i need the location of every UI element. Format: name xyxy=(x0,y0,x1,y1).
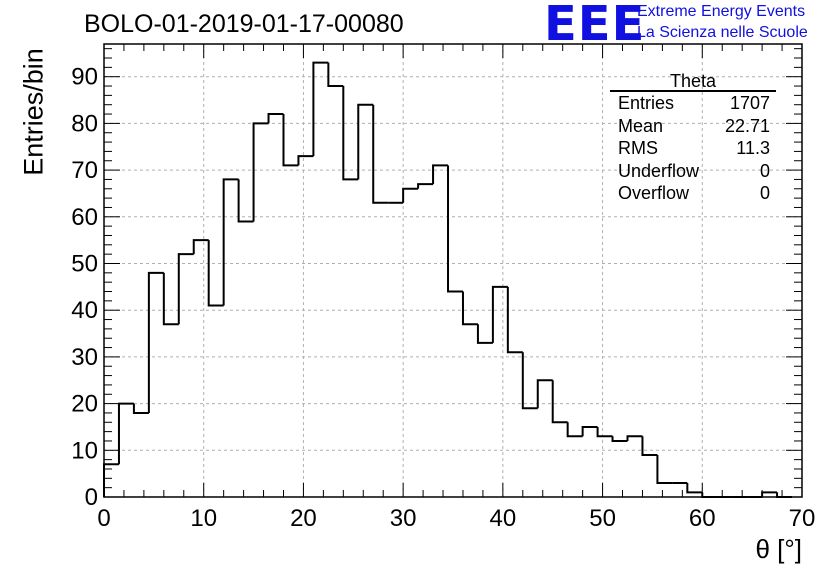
chart-title: BOLO-01-2019-01-17-00080 xyxy=(84,10,404,38)
histogram-bin xyxy=(162,272,179,326)
histogram-bin xyxy=(656,454,673,484)
histogram-bin xyxy=(402,187,419,203)
x-tick-label: 40 xyxy=(490,505,517,532)
histogram-bin xyxy=(701,492,718,498)
stats-value: 22.71 xyxy=(724,115,770,136)
histogram-bin xyxy=(641,436,658,456)
histogram-bins xyxy=(103,61,793,498)
histogram-bin xyxy=(417,183,434,189)
histogram-bin xyxy=(761,491,778,497)
stats-label: Overflow xyxy=(618,183,690,203)
stats-value: 0 xyxy=(759,160,770,181)
stats-row-rms: RMS 11.3 xyxy=(610,137,776,160)
histogram-bin xyxy=(132,403,149,414)
histogram-bin xyxy=(432,164,449,185)
plot-frame xyxy=(103,43,803,498)
stats-row-overflow: Overflow 0 xyxy=(610,182,776,205)
histogram-bin xyxy=(776,492,793,498)
y-axis-label: Entries/bin xyxy=(18,48,49,176)
histogram-bin xyxy=(222,178,239,306)
histogram-bin xyxy=(252,122,269,222)
x-tick-label: 30 xyxy=(390,505,417,532)
histogram-bin xyxy=(581,425,598,437)
x-tick-label: 0 xyxy=(97,505,110,532)
histogram-bin xyxy=(372,104,389,204)
stats-label: RMS xyxy=(618,138,658,158)
y-tick-label: 90 xyxy=(71,64,98,91)
histogram-bin xyxy=(207,240,224,307)
logo-subtitle-2: La Scienza nelle Scuole xyxy=(637,24,808,41)
histogram-bin xyxy=(357,103,374,180)
histogram-bin xyxy=(147,271,164,413)
axis-ticks xyxy=(103,44,803,498)
grid xyxy=(104,44,802,497)
plot-frame-rect xyxy=(103,43,803,498)
histogram-bin xyxy=(596,426,613,438)
histogram-bin xyxy=(521,352,538,410)
histogram-bin xyxy=(551,380,568,424)
y-tick-label: 80 xyxy=(71,110,98,137)
histogram-bin xyxy=(117,402,134,465)
stats-box: Theta Entries 1707 Mean 22.71 RMS 11.3 U… xyxy=(610,72,776,205)
histogram-bin xyxy=(506,286,523,354)
histogram-bin xyxy=(447,165,463,293)
histogram-bin xyxy=(342,86,359,181)
histogram-bin xyxy=(566,422,583,438)
stats-row-entries: Entries 1707 xyxy=(610,92,776,115)
histogram-bin xyxy=(626,435,643,441)
x-tick-label: 60 xyxy=(689,505,716,532)
histogram-bin xyxy=(476,324,493,344)
stats-value: 11.3 xyxy=(736,138,770,158)
stats-row-mean: Mean 22.71 xyxy=(610,115,776,138)
x-axis-label: θ [°] xyxy=(755,534,802,564)
histogram-bin xyxy=(103,463,119,497)
y-tick-label: 20 xyxy=(71,391,98,418)
x-tick-label: 20 xyxy=(290,505,317,532)
y-tick-label: 70 xyxy=(71,157,98,184)
histogram-bin xyxy=(297,155,314,166)
histogram-bin xyxy=(282,114,299,167)
y-tick-label: 10 xyxy=(71,437,98,464)
stats-label: Entries xyxy=(618,93,675,113)
y-tick-label: 0 xyxy=(85,484,98,511)
x-tick-label: 10 xyxy=(190,505,217,532)
stats-value: 0 xyxy=(759,183,770,203)
y-tick-label: 30 xyxy=(71,344,98,371)
y-tick-label: 40 xyxy=(71,297,98,324)
x-tick-label: 70 xyxy=(789,505,816,532)
histogram-bin xyxy=(177,253,194,325)
histogram-bin xyxy=(536,379,553,409)
x-tick-label: 50 xyxy=(589,505,616,532)
stats-label: Mean xyxy=(618,115,664,136)
eee-logo: EEE xyxy=(544,0,646,52)
stats-value: 1707 xyxy=(729,93,770,113)
histogram-bin xyxy=(192,239,209,255)
histogram-bin xyxy=(491,285,508,343)
y-tick-label: 50 xyxy=(71,250,98,277)
histogram-bin xyxy=(267,113,284,124)
y-tick-label: 60 xyxy=(71,204,98,231)
histogram-bin xyxy=(237,179,254,223)
tick-labels: 0 10 20 30 40 50 60 70 0 10 20 30 40 50 60 70 80 90 xyxy=(71,64,815,532)
histogram-bin xyxy=(312,61,329,157)
stats-label: Underflow xyxy=(618,160,700,181)
histogram-bin xyxy=(611,436,628,442)
stats-row-underflow: Underflow 0 xyxy=(610,160,776,183)
histogram-bin xyxy=(327,62,344,88)
stats-title: Theta xyxy=(610,72,776,92)
logo-subtitle-1: Extreme Energy Events xyxy=(637,3,806,20)
histogram-bin xyxy=(461,291,478,326)
histogram-bin xyxy=(686,482,703,494)
